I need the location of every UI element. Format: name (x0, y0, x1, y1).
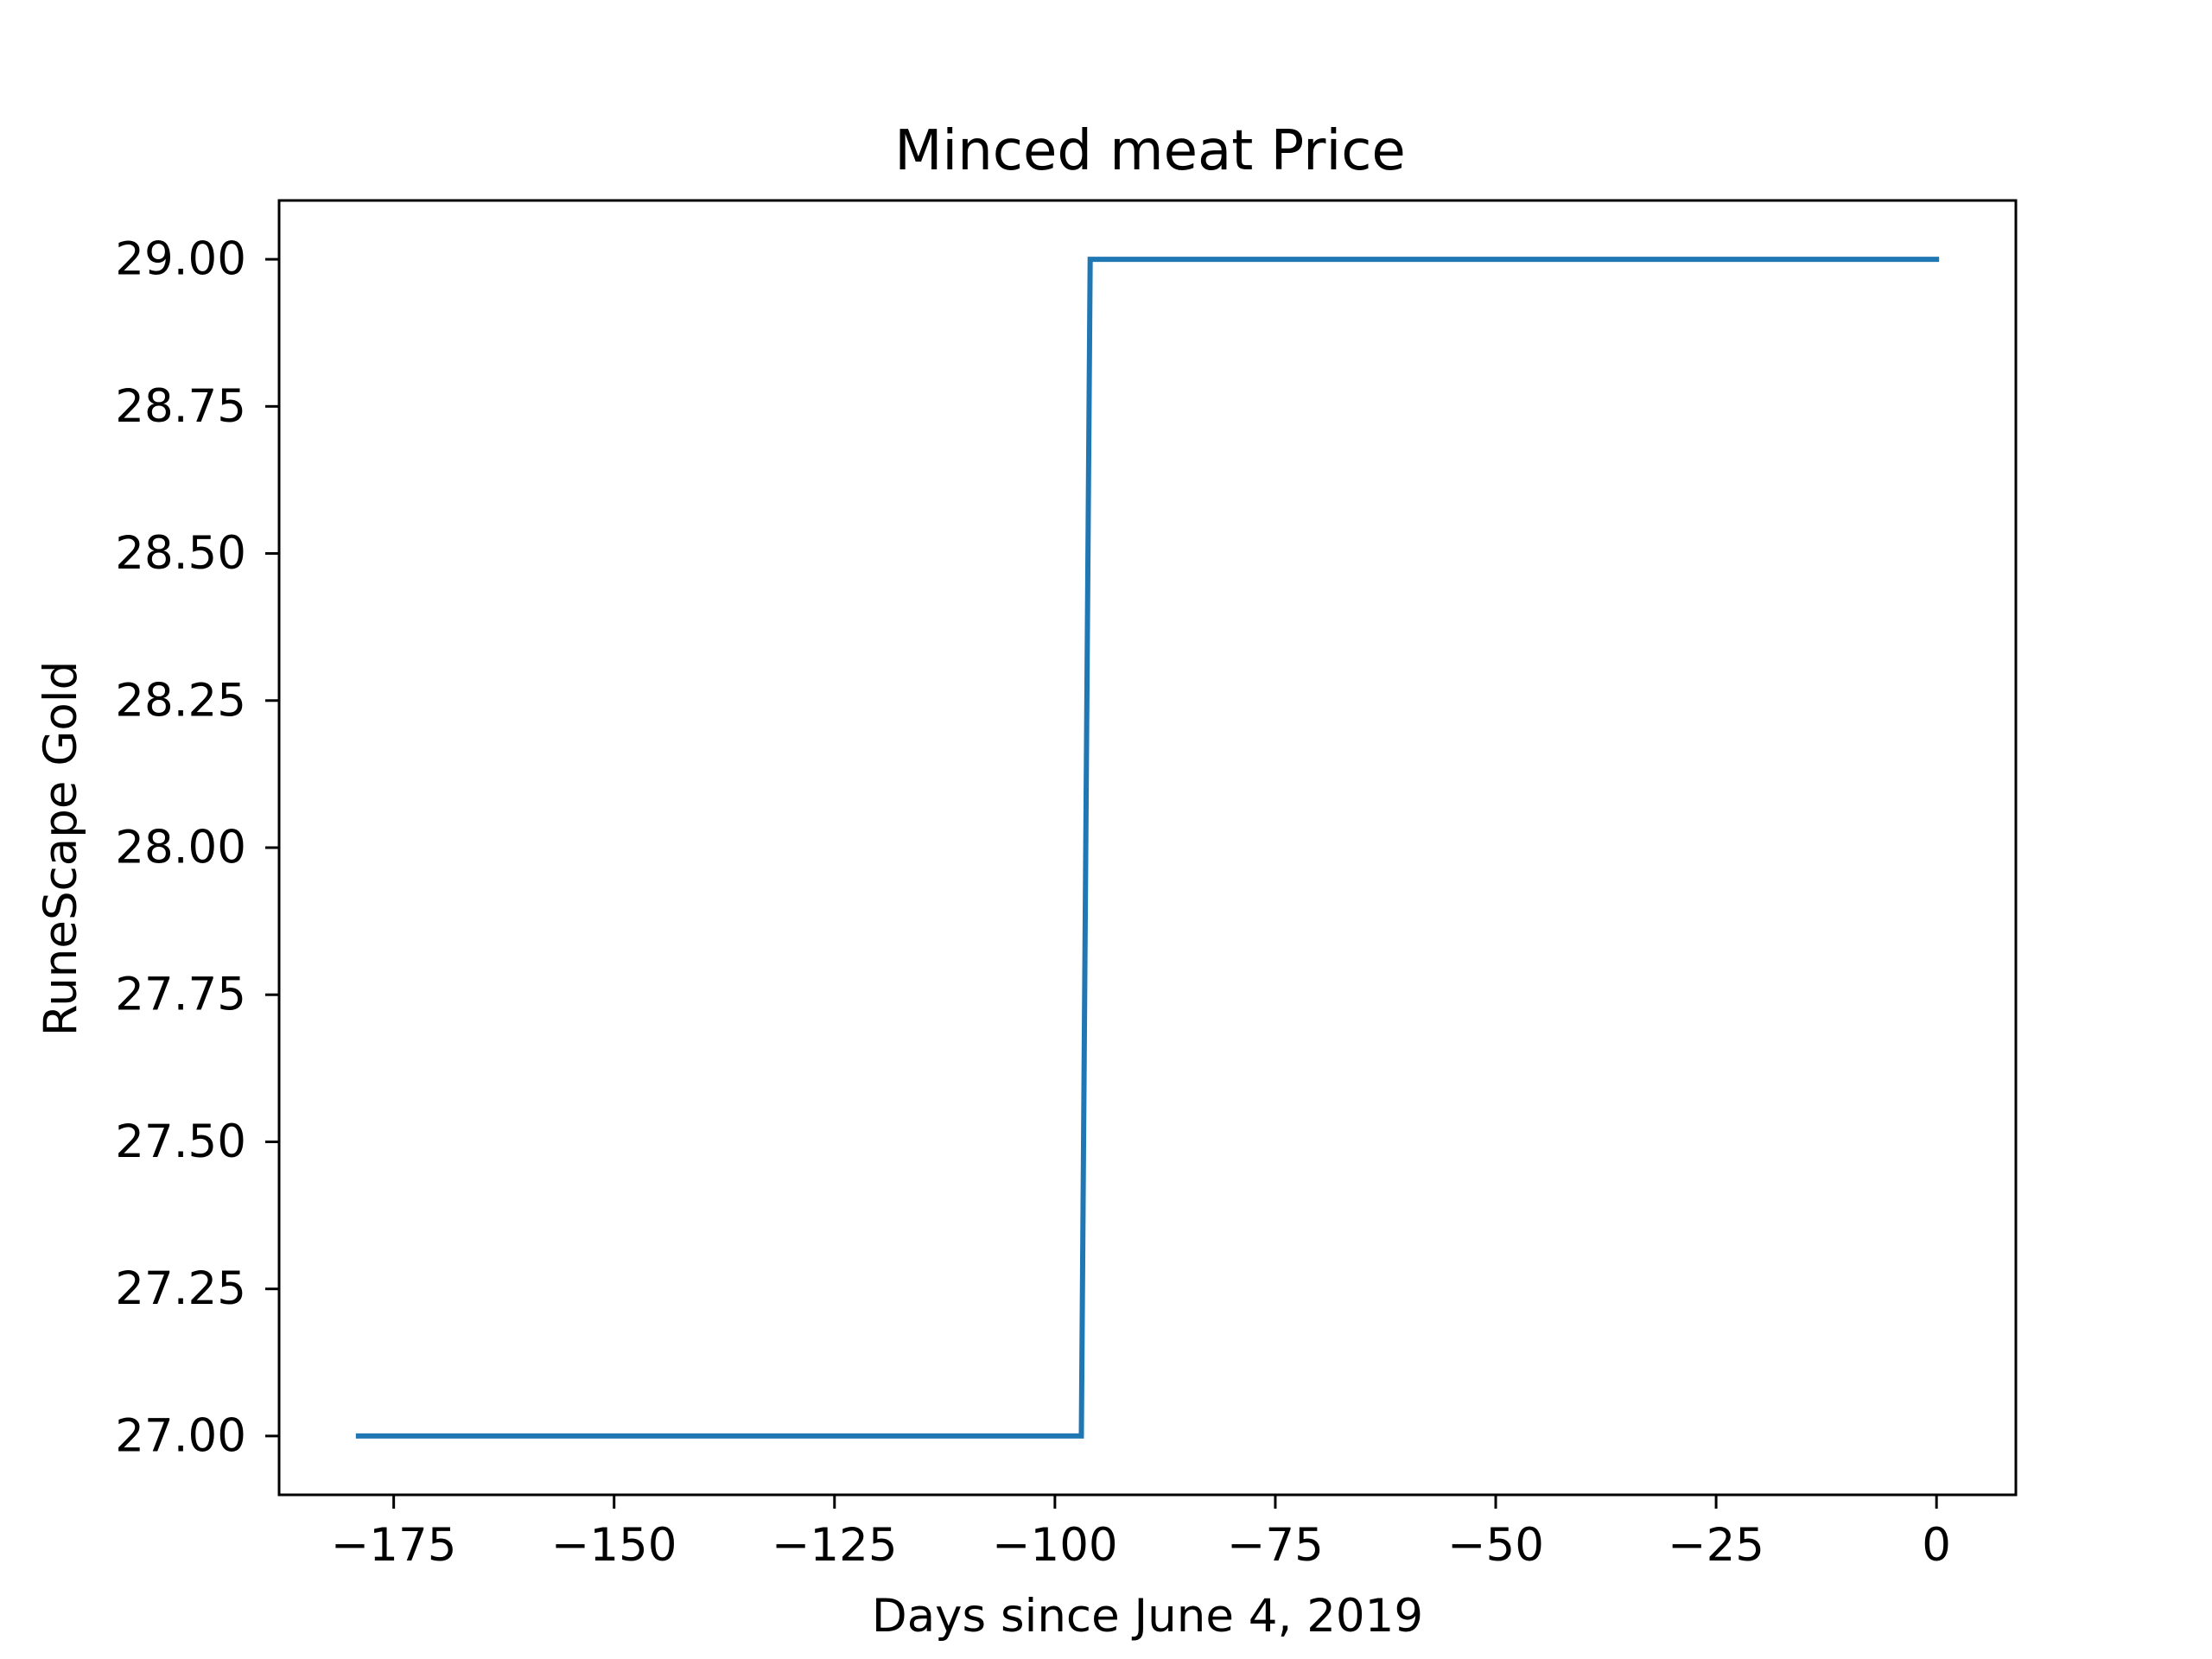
y-tick-label: 28.25 (115, 674, 246, 727)
plot-area-frame (277, 199, 2018, 1497)
x-axis: −175 −150 −125 −100 −75 −50 −25 0 (331, 1495, 1951, 1572)
chart-title: Minced meat Price (894, 119, 1406, 183)
x-tick-label: −75 (1227, 1519, 1324, 1572)
y-axis: 27.00 27.25 27.50 27.75 28.00 28.25 28.50 28.75… (115, 233, 279, 1462)
x-tick-label: −25 (1668, 1519, 1764, 1572)
x-axis-label: Days since June 4, 2019 (872, 1590, 1423, 1643)
x-tick-label: −150 (551, 1519, 677, 1572)
x-tick-label: 0 (1922, 1519, 1951, 1572)
series-line (355, 257, 1940, 1439)
y-tick-label: 28.00 (115, 822, 246, 874)
series-layer (355, 257, 1940, 1439)
x-tick-label: −125 (772, 1519, 898, 1572)
y-tick-label: 27.00 (115, 1409, 246, 1462)
y-tick-label: 29.00 (115, 233, 246, 286)
x-tick-label: −175 (331, 1519, 457, 1572)
y-tick-label: 27.75 (115, 969, 246, 1021)
y-tick-label: 28.75 (115, 380, 246, 433)
y-tick-label: 28.50 (115, 527, 246, 580)
y-tick-label: 27.25 (115, 1262, 246, 1315)
x-tick-label: −100 (992, 1519, 1118, 1572)
x-tick-label: −50 (1447, 1519, 1544, 1572)
y-axis-label: RuneScape Gold (35, 661, 87, 1036)
y-tick-label: 27.50 (115, 1116, 246, 1168)
